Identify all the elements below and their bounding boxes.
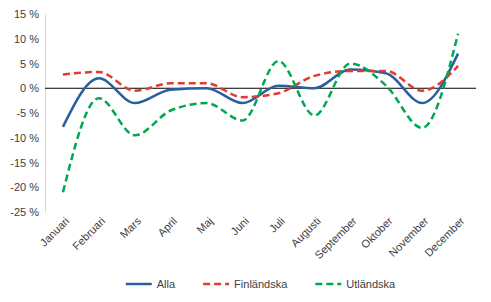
- y-tick: -15 %: [10, 157, 45, 169]
- x-tick: Februari: [70, 212, 107, 252]
- y-tick-label: -25 %: [10, 206, 39, 218]
- y-tick: -5 %: [16, 107, 45, 119]
- y-tick: 5 %: [20, 58, 45, 70]
- x-tick: Maj: [194, 212, 215, 236]
- y-axis-line: [45, 15, 46, 213]
- legend-label: Utländska: [346, 278, 396, 290]
- y-tick-label: -5 %: [16, 107, 39, 119]
- x-axis: JanuariFebruari Mars April Maj Juni JuliAugus…: [37, 212, 466, 261]
- x-tick-label: Mars: [118, 214, 144, 240]
- x-tick-label: Augusti: [288, 215, 322, 249]
- legend: Alla Finländska Utländska: [126, 278, 396, 290]
- y-tick: 10 %: [14, 33, 45, 45]
- x-tick: September: [312, 212, 359, 261]
- x-tick: Mars: [118, 212, 144, 240]
- x-tick: April: [155, 212, 179, 239]
- legend-item: Utländska: [315, 278, 396, 290]
- legend-item: Alla: [126, 278, 176, 290]
- y-tick: 0 %: [20, 82, 45, 94]
- y-tick-label: -10 %: [10, 132, 39, 144]
- y-tick: -10 %: [10, 132, 45, 144]
- x-tick: December: [422, 212, 467, 259]
- x-tick-label: Juni: [228, 215, 251, 238]
- legend-label: Alla: [157, 278, 176, 290]
- legend-swatch: [315, 283, 341, 286]
- chart: -25 % -20 % -15 % -10 % -5 % 0 % 5 % 10 % 15 % Ja…: [0, 0, 491, 302]
- y-tick-label: -15 %: [10, 157, 39, 169]
- x-tick-label: April: [155, 215, 179, 239]
- y-tick-label: 15 %: [14, 8, 39, 20]
- x-tick-label: Oktober: [359, 214, 395, 250]
- x-tick-label: Maj: [194, 215, 215, 236]
- x-tick: Augusti: [288, 212, 322, 249]
- legend-swatch: [126, 283, 152, 286]
- legend-item: Finländska: [203, 278, 288, 290]
- y-tick-label: 10 %: [14, 33, 39, 45]
- y-tick-label: 0 %: [20, 82, 39, 94]
- x-tick: Januari: [37, 212, 71, 249]
- y-tick: -25 %: [10, 206, 45, 218]
- x-tick: Juli: [267, 212, 287, 235]
- x-tick-label: Februari: [70, 215, 107, 252]
- y-axis: -25 % -20 % -15 % -10 % -5 % 0 % 5 % 10 % 15 %: [10, 8, 45, 218]
- series-line: [63, 34, 458, 192]
- legend-swatch: [203, 283, 229, 286]
- x-tick-label: Juli: [267, 215, 287, 235]
- x-tick: Juni: [228, 212, 251, 237]
- x-tick-label: December: [422, 214, 467, 259]
- plot: -25 % -20 % -15 % -10 % -5 % 0 % 5 % 10 % 15 % Ja…: [10, 8, 476, 261]
- x-tick-label: September: [312, 214, 359, 261]
- legend-label: Finländska: [234, 278, 288, 290]
- y-tick-label: 5 %: [20, 58, 39, 70]
- lines: [63, 34, 458, 192]
- x-tick-label: Januari: [37, 215, 71, 249]
- y-tick: -20 %: [10, 181, 45, 193]
- x-tick: Oktober: [359, 212, 395, 251]
- y-tick-label: -20 %: [10, 181, 39, 193]
- y-tick: 15 %: [14, 8, 45, 20]
